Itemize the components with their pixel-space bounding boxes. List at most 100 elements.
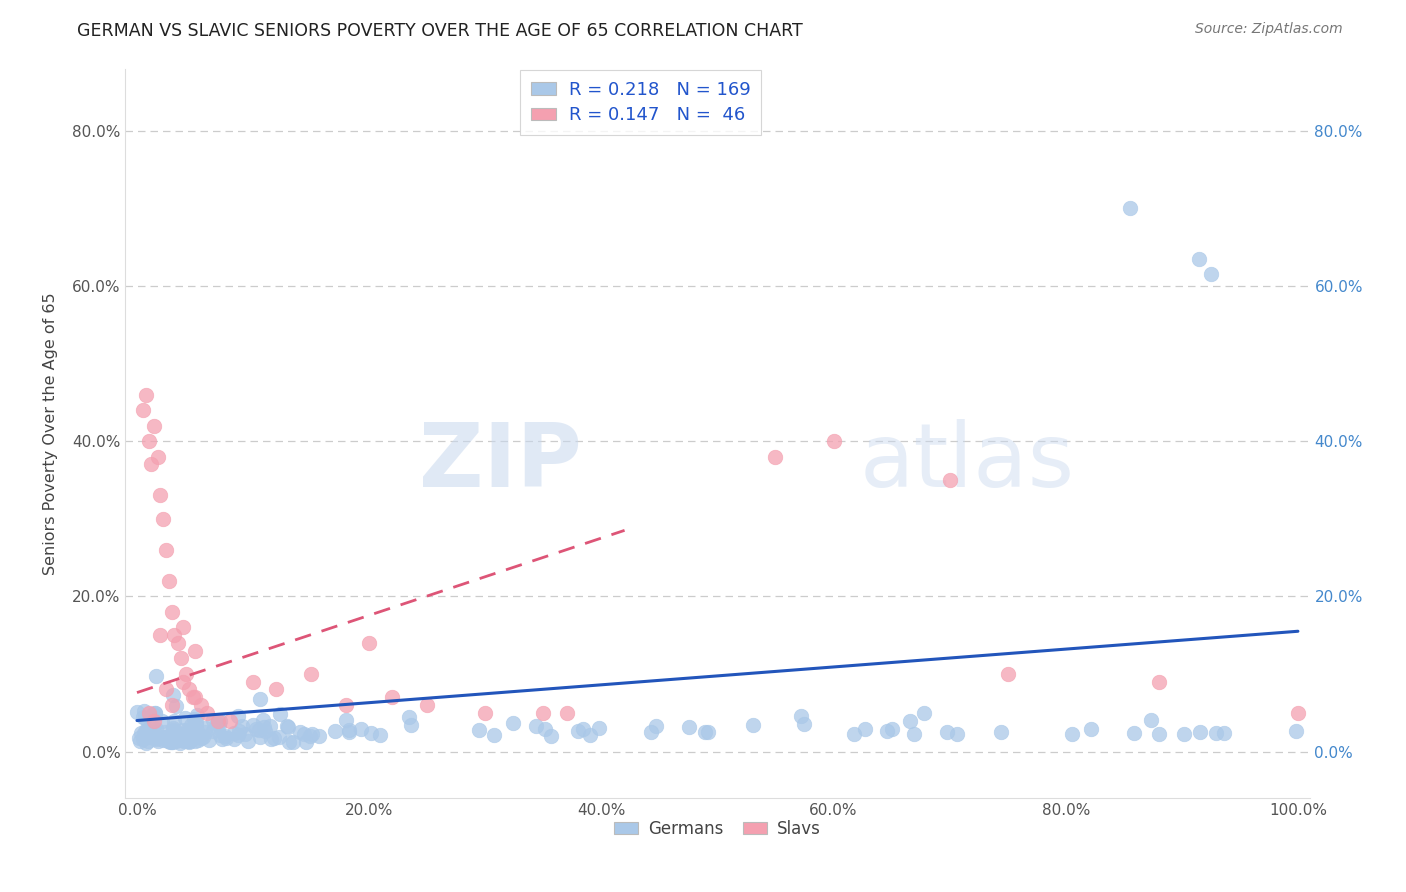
Point: [502, 716, 524, 731]
Point: [188, 730, 211, 744]
Point: [186, 708, 208, 723]
Point: [170, 723, 193, 737]
Point: [193, 730, 215, 744]
Point: [172, 674, 194, 689]
Point: [269, 707, 291, 722]
Point: [162, 724, 184, 739]
Point: [180, 732, 202, 747]
Point: [253, 720, 276, 734]
Point: [249, 691, 271, 706]
Point: [567, 724, 589, 739]
Point: [132, 726, 155, 740]
Point: [288, 725, 311, 739]
Point: [141, 729, 163, 743]
Point: [128, 731, 150, 745]
Point: [177, 734, 200, 748]
Point: [169, 735, 191, 749]
Point: [197, 733, 219, 747]
Point: [226, 728, 249, 742]
Text: atlas: atlas: [859, 419, 1074, 506]
Point: [211, 731, 233, 746]
Point: [474, 706, 496, 720]
Point: [132, 710, 155, 724]
Point: [165, 699, 187, 714]
Legend: Germans, Slavs: Germans, Slavs: [607, 814, 827, 845]
Point: [155, 682, 177, 697]
Point: [176, 723, 198, 738]
Point: [143, 725, 166, 739]
Point: [136, 723, 159, 737]
Point: [276, 719, 298, 733]
Point: [177, 725, 200, 739]
Point: [134, 704, 156, 718]
Point: [129, 726, 152, 740]
Point: [534, 722, 557, 736]
Point: [208, 717, 231, 731]
Point: [170, 732, 193, 747]
Point: [160, 605, 183, 619]
Point: [359, 636, 381, 650]
Point: [162, 722, 184, 736]
Point: [136, 734, 159, 748]
Point: [156, 733, 179, 747]
Point: [790, 708, 813, 723]
Point: [640, 724, 662, 739]
Point: [1286, 706, 1309, 720]
Point: [912, 706, 935, 720]
Point: [152, 512, 174, 526]
Point: [398, 710, 420, 724]
Point: [143, 730, 166, 744]
Point: [1118, 201, 1140, 215]
Point: [277, 720, 299, 734]
Point: [141, 730, 163, 744]
Point: [166, 636, 188, 650]
Point: [162, 723, 184, 737]
Point: [645, 719, 668, 733]
Point: [150, 714, 173, 728]
Point: [260, 731, 283, 746]
Point: [368, 728, 391, 742]
Point: [186, 714, 208, 729]
Point: [174, 667, 197, 681]
Point: [162, 688, 184, 702]
Point: [903, 727, 925, 741]
Point: [134, 711, 156, 725]
Point: [146, 731, 169, 745]
Point: [693, 724, 716, 739]
Point: [172, 620, 194, 634]
Point: [301, 727, 323, 741]
Point: [1060, 727, 1083, 741]
Point: [335, 698, 357, 712]
Point: [180, 718, 202, 732]
Point: [242, 674, 264, 689]
Point: [160, 698, 183, 712]
Point: [163, 714, 186, 728]
Point: [242, 718, 264, 732]
Point: [180, 725, 202, 739]
Point: [149, 488, 172, 502]
Point: [579, 727, 602, 741]
Point: [335, 713, 357, 727]
Point: [160, 735, 183, 749]
Point: [936, 724, 959, 739]
Point: [139, 727, 162, 741]
Point: [215, 731, 238, 745]
Point: [360, 726, 382, 740]
Point: [184, 643, 207, 657]
Point: [152, 733, 174, 747]
Point: [263, 731, 285, 745]
Point: [160, 735, 183, 749]
Text: Source: ZipAtlas.com: Source: ZipAtlas.com: [1195, 22, 1343, 37]
Y-axis label: Seniors Poverty Over the Age of 65: Seniors Poverty Over the Age of 65: [44, 292, 58, 574]
Point: [209, 728, 232, 742]
Point: [138, 434, 160, 448]
Point: [135, 387, 157, 401]
Point: [143, 418, 166, 433]
Point: [186, 724, 208, 739]
Point: [416, 698, 439, 712]
Point: [946, 727, 969, 741]
Point: [231, 718, 253, 732]
Text: GERMAN VS SLAVIC SENIORS POVERTY OVER THE AGE OF 65 CORRELATION CHART: GERMAN VS SLAVIC SENIORS POVERTY OVER TH…: [77, 22, 803, 40]
Point: [156, 734, 179, 748]
Point: [145, 732, 167, 747]
